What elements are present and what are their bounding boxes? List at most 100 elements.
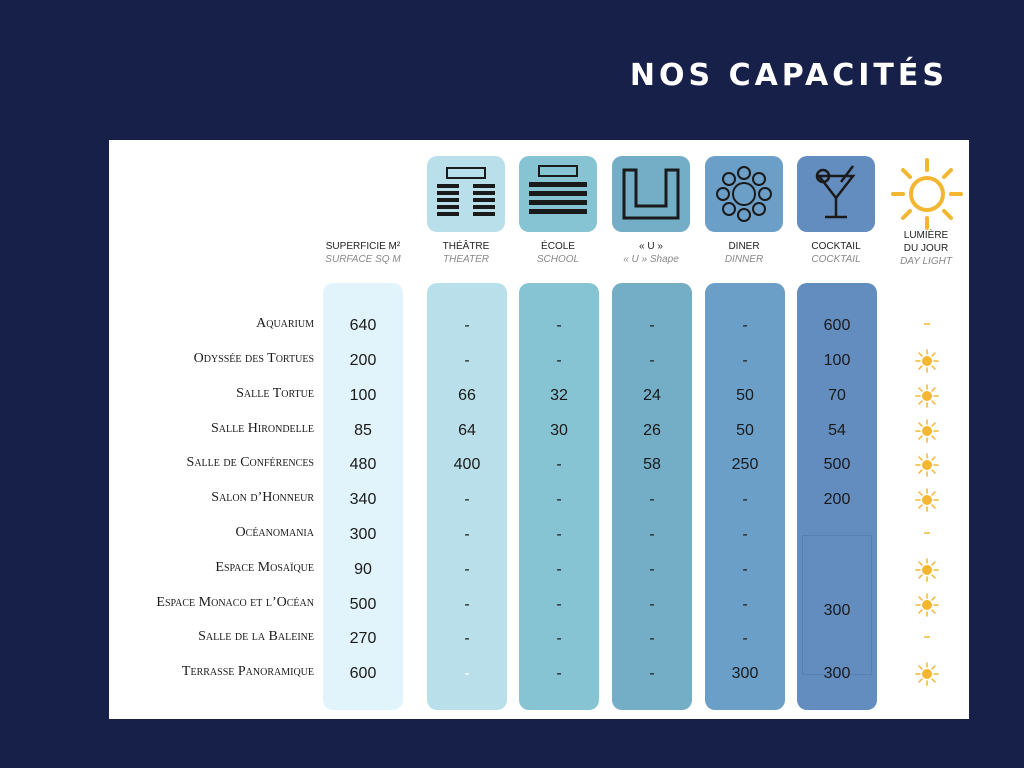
no-daylight-mark [915,627,939,651]
cell-ecole: - [556,317,562,334]
cell-cocktail: 300 [823,602,851,619]
cell-u: 26 [643,422,661,439]
cell-u: - [649,491,655,508]
cell-diner: 50 [736,387,754,404]
cell-theatre: - [464,317,470,334]
cell-diner: 300 [731,665,759,682]
row-label: Espace Monaco et l’Océan [156,595,314,610]
cell-area: 300 [349,526,377,543]
dinner-round-table-icon [705,156,783,232]
cell-area: 100 [349,387,377,404]
cell-u: - [649,526,655,543]
header-dinner: DINER DINNER [724,241,764,265]
cell-ecole: - [556,352,562,369]
cocktail-glass-icon [797,156,875,232]
cell-diner: - [742,317,748,334]
cell-ecole: - [556,596,562,613]
cell-area: 640 [349,317,377,334]
cell-diner: - [742,561,748,578]
cell-area: 200 [349,352,377,369]
cell-theatre: - [464,491,470,508]
header-cocktail: COCKTAIL COCKTAIL [811,241,861,265]
cell-cocktail: 54 [828,422,846,439]
cell-area: 480 [349,456,377,473]
no-daylight-mark [915,314,939,338]
cell-u: 58 [643,456,661,473]
area-column [323,283,403,710]
no-daylight-mark [915,523,939,547]
cell-ecole: - [556,456,562,473]
sun-icon [915,662,939,686]
row-label: Salle de la Baleine [198,629,314,644]
header-theatre: THÉÂTRE THEATER [442,241,490,265]
sun-icon [915,453,939,477]
cell-u: 24 [643,387,661,404]
cell-area: 85 [354,422,372,439]
cell-u: - [649,630,655,647]
cell-diner: - [742,526,748,543]
school-layout-icon [519,156,597,232]
theatre-layout-icon [427,156,505,232]
cell-diner: 250 [731,456,759,473]
cell-ecole: - [556,561,562,578]
cell-cocktail: 200 [823,491,851,508]
cell-area: 600 [349,665,377,682]
header-school: ÉCOLE SCHOOL [536,241,580,265]
sun-icon [887,156,967,232]
row-label: Salle Tortue [236,386,314,401]
cell-theatre: 400 [453,456,481,473]
school-column [519,283,599,710]
sun-icon [915,384,939,408]
header-u-shape: « U » « U » Shape [623,241,679,265]
row-label: Océanomania [235,525,314,540]
row-label: Aquarium [256,316,314,331]
cell-diner: - [742,630,748,647]
page-title: NOS CAPACITÉS [629,58,948,93]
row-label: Salle de Conférences [186,455,314,470]
sun-icon [915,558,939,582]
cell-diner: - [742,352,748,369]
sun-icon [915,593,939,617]
cell-area: 270 [349,630,377,647]
cell-cocktail: 600 [823,317,851,334]
cell-theatre: - [464,596,470,613]
cell-theatre: - [464,665,470,682]
cell-theatre: - [464,561,470,578]
cell-diner: - [742,491,748,508]
cell-cocktail: 500 [823,456,851,473]
cell-diner: 50 [736,422,754,439]
cell-area: 500 [349,596,377,613]
cell-cocktail: 70 [828,387,846,404]
sun-icon [915,419,939,443]
cell-theatre: - [464,630,470,647]
row-label: Salle Hirondelle [210,421,314,436]
u-shape-layout-icon [612,156,690,232]
header-area: SUPERFICIE M² SURFACE SQ M [325,241,401,265]
merged-cell [802,535,872,675]
cell-ecole: - [556,491,562,508]
cell-theatre: - [464,526,470,543]
cell-theatre: 64 [458,422,476,439]
row-label: Salon d’Honneur [211,490,314,505]
cell-u: - [649,317,655,334]
cell-u: - [649,352,655,369]
cell-ecole: - [556,630,562,647]
cell-diner: - [742,596,748,613]
cell-cocktail: 300 [823,665,851,682]
cell-ecole: 32 [550,387,568,404]
dinner-column [705,283,785,710]
cell-ecole: - [556,526,562,543]
capacity-table: SUPERFICIE M² SURFACE SQ M THÉÂTRE THEAT… [109,140,969,719]
sun-icon [915,488,939,512]
row-label: Terrasse Panoramique [181,664,314,679]
row-label: Odyssée des Tortues [193,351,314,366]
cell-u: - [649,665,655,682]
cell-cocktail: 100 [823,352,851,369]
cell-area: 340 [349,491,377,508]
cocktail-column [797,283,877,710]
theatre-column [427,283,507,710]
cell-theatre: - [464,352,470,369]
header-daylight: LUMIÈRE DU JOUR DAY LIGHT [900,230,952,267]
row-label: Espace Mosaïque [215,560,314,575]
cell-ecole: - [556,665,562,682]
